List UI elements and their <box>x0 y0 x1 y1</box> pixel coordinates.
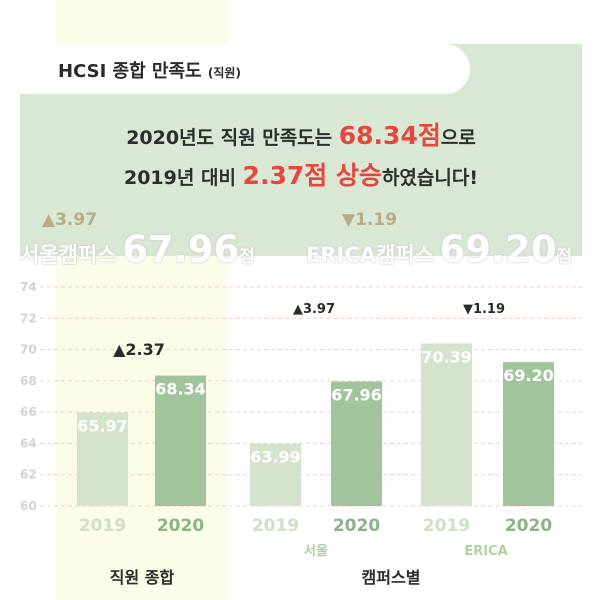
headline-1-post: 으로 <box>440 127 476 149</box>
group-label: 캠퍼스별 <box>362 568 421 587</box>
y-tick-label: 66 <box>20 405 37 419</box>
y-tick-label: 68 <box>20 374 37 388</box>
headline-2-highlight: 2.37점 상승 <box>242 161 382 190</box>
y-tick-label: 72 <box>20 311 37 325</box>
erica-summary-score: 69.20 <box>439 228 557 271</box>
year-label-2019: 2019 <box>423 516 470 536</box>
year-label-2019: 2019 <box>252 516 299 536</box>
bar-2020 <box>331 381 382 506</box>
bar-value-label: 67.96 <box>331 385 382 404</box>
headline-line-2: 2019년 대비 2.37점 상승하였습니다! <box>20 156 582 192</box>
bar-2019 <box>77 412 128 506</box>
erica-summary-unit: 점 <box>556 247 573 267</box>
seoul-summary-delta: ▲3.97 <box>42 210 98 230</box>
group-label: 직원 종합 <box>110 568 175 587</box>
seoul-summary-name: 서울캠퍼스 <box>20 243 117 267</box>
bar-value-label: 69.20 <box>503 366 554 385</box>
y-tick-label: 70 <box>20 343 37 357</box>
erica-summary-delta: ▼1.19 <box>342 210 398 230</box>
bar-value-label: 68.34 <box>155 380 206 399</box>
seoul-summary-unit: 점 <box>239 247 255 267</box>
headline-1-highlight: 68.34점 <box>338 121 441 150</box>
delta-label: ▲3.97 <box>293 302 335 317</box>
year-label-2020: 2020 <box>505 516 552 536</box>
campus-label: ERICA <box>464 544 507 559</box>
headline-line-1: 2020년도 직원 만족도는 68.34점으로 <box>20 116 582 152</box>
bar-value-label: 70.39 <box>421 347 472 366</box>
headline-1-pre: 2020년도 직원 만족도는 <box>126 127 339 149</box>
y-tick-label: 62 <box>20 468 37 482</box>
title-pill <box>20 44 470 94</box>
year-label-2020: 2020 <box>157 516 204 536</box>
delta-label: ▲2.37 <box>113 340 165 359</box>
y-tick-label: 60 <box>20 499 37 513</box>
title-main: HCSI 종합 만족도 <box>58 61 202 82</box>
delta-label: ▼1.19 <box>463 302 505 317</box>
y-tick-label: 64 <box>20 436 37 450</box>
erica-summary: ERICA캠퍼스 69.20점 <box>306 228 572 271</box>
bar-2020 <box>503 362 554 506</box>
bar-2019 <box>421 343 472 506</box>
page-title: HCSI 종합 만족도 (직원) <box>58 57 241 83</box>
bar-2020 <box>155 375 206 506</box>
year-label-2019: 2019 <box>79 516 126 536</box>
seoul-summary: 서울캠퍼스 67.96점 <box>20 228 255 271</box>
campus-label: 서울 <box>304 543 328 559</box>
seoul-summary-score: 67.96 <box>122 228 240 271</box>
title-sub: (직원) <box>207 66 241 80</box>
headline-2-pre: 2019년 대비 <box>123 167 243 189</box>
headline-2-post: 하였습니다! <box>381 167 479 189</box>
y-tick-label: 74 <box>20 280 37 294</box>
bar-value-label: 63.99 <box>250 448 301 467</box>
bar-2019 <box>250 443 301 506</box>
bar-value-label: 65.97 <box>77 417 128 436</box>
year-label-2020: 2020 <box>333 516 380 536</box>
erica-summary-name: ERICA캠퍼스 <box>306 243 434 267</box>
